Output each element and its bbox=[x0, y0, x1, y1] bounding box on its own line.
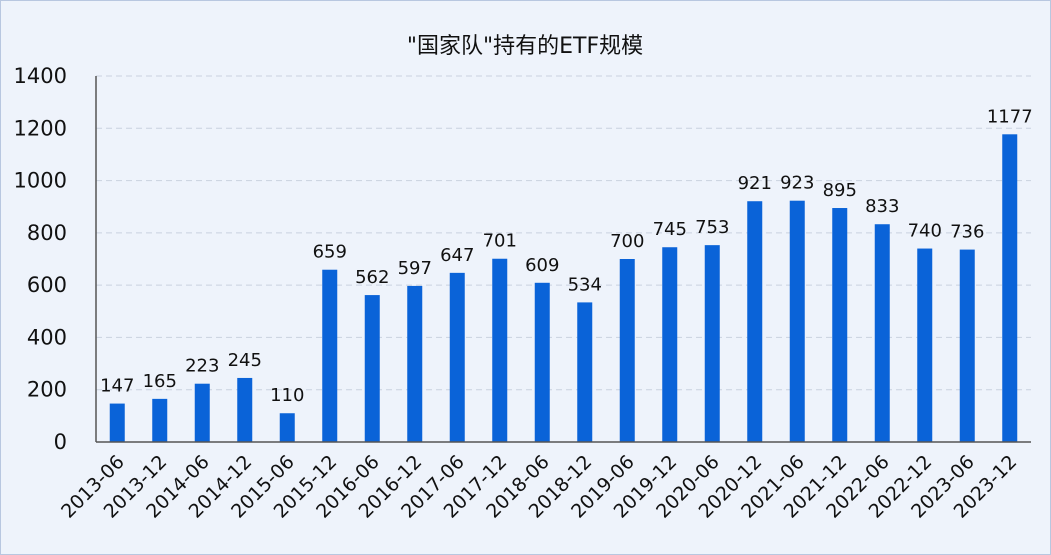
bar bbox=[364, 295, 380, 442]
bar bbox=[959, 249, 975, 442]
data-label: 534 bbox=[568, 274, 602, 295]
data-label: 597 bbox=[398, 258, 432, 279]
chart-title: "国家队"持有的ETF规模 bbox=[407, 34, 643, 59]
bar bbox=[1002, 134, 1018, 442]
bar bbox=[534, 282, 550, 442]
data-label: 753 bbox=[695, 217, 729, 238]
data-label: 223 bbox=[185, 356, 219, 377]
y-tick-label: 1000 bbox=[14, 169, 67, 193]
data-label: 1177 bbox=[987, 106, 1033, 127]
data-label: 701 bbox=[483, 231, 517, 252]
data-label: 647 bbox=[440, 245, 474, 266]
bar bbox=[194, 383, 210, 442]
data-labels: 147 165 223 245 110 659 562 597 647 701 609 534 700 7… bbox=[100, 106, 1033, 406]
bar bbox=[109, 403, 125, 442]
data-label: 921 bbox=[738, 173, 772, 194]
x-axis-ticks: 2013-062013-122014-062014-122015-062015-… bbox=[57, 451, 1021, 523]
data-label: 895 bbox=[823, 180, 857, 201]
data-label: 165 bbox=[143, 371, 177, 392]
bar bbox=[237, 377, 253, 442]
bar bbox=[704, 245, 720, 442]
data-label: 740 bbox=[908, 221, 942, 242]
data-label: 562 bbox=[355, 267, 389, 288]
y-tick-label: 1200 bbox=[14, 116, 67, 140]
bar bbox=[917, 248, 933, 442]
bar bbox=[789, 200, 805, 442]
data-label: 700 bbox=[610, 231, 644, 252]
bar bbox=[152, 398, 168, 442]
data-label: 833 bbox=[865, 196, 899, 217]
data-label: 245 bbox=[228, 350, 262, 371]
y-tick-label: 400 bbox=[27, 325, 67, 349]
bar bbox=[449, 272, 465, 442]
bar bbox=[619, 259, 635, 442]
data-label: 923 bbox=[780, 173, 814, 194]
bar bbox=[492, 258, 508, 442]
bar bbox=[279, 413, 295, 442]
bar bbox=[874, 224, 890, 442]
data-label: 147 bbox=[100, 376, 134, 397]
data-label: 110 bbox=[270, 385, 304, 406]
bar bbox=[577, 302, 593, 442]
bar bbox=[747, 201, 763, 442]
y-tick-label: 800 bbox=[27, 221, 67, 245]
gridlines bbox=[96, 75, 1031, 391]
y-tick-label: 200 bbox=[27, 378, 67, 402]
bar bbox=[407, 285, 423, 442]
bar bbox=[832, 208, 848, 442]
y-tick-label: 1400 bbox=[14, 64, 67, 88]
bar bbox=[662, 247, 678, 442]
data-label: 609 bbox=[525, 255, 559, 276]
y-axis-ticks: 0 200 400 600 800 1000 1200 1400 bbox=[14, 64, 67, 454]
data-label: 745 bbox=[653, 219, 687, 240]
y-tick-label: 600 bbox=[27, 273, 67, 297]
bar bbox=[322, 269, 338, 442]
data-label: 736 bbox=[950, 222, 984, 243]
y-tick-label: 0 bbox=[54, 430, 67, 454]
bars bbox=[109, 134, 1018, 442]
data-label: 659 bbox=[313, 242, 347, 263]
